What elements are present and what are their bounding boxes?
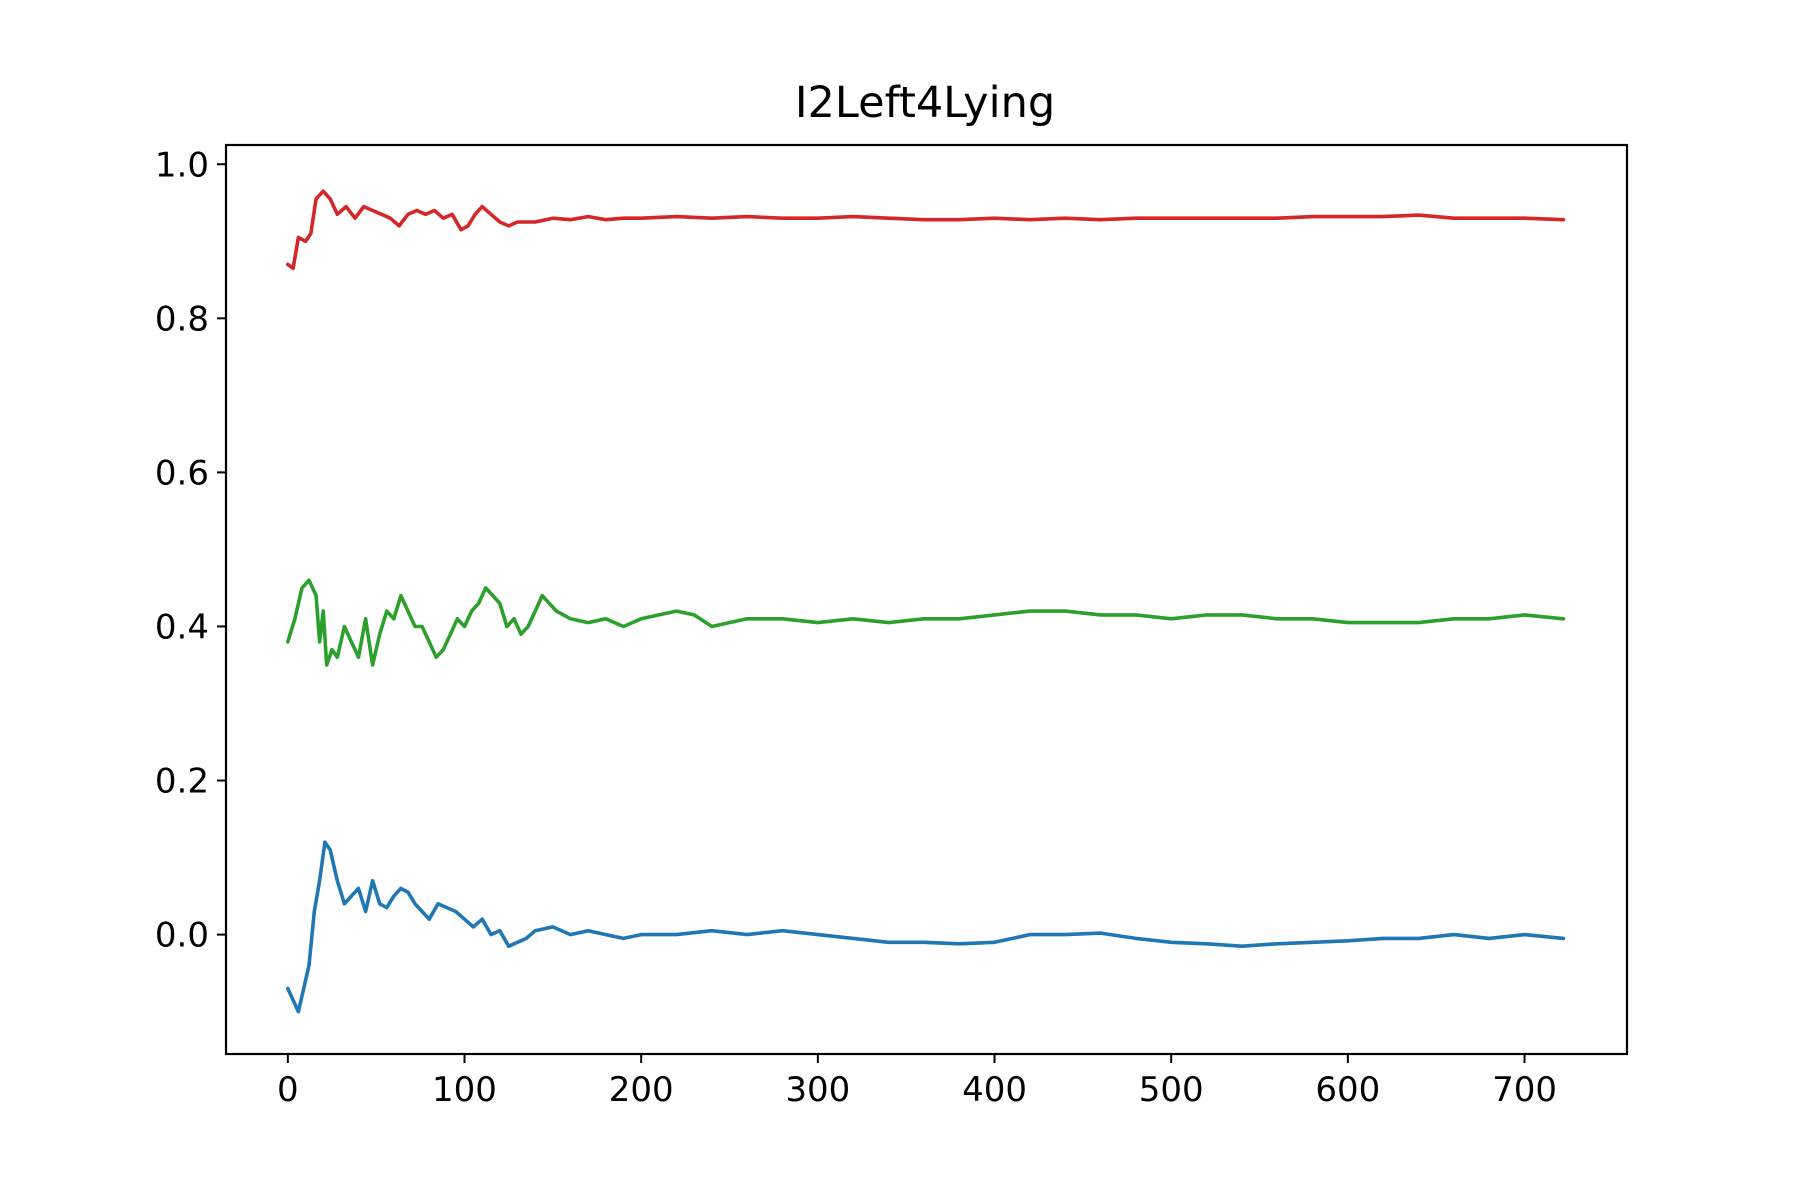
series-lines [285, 189, 1566, 1014]
y-tick-label: 0.6 [155, 453, 209, 493]
axes-frame [224, 143, 1629, 1056]
x-tick-label: 500 [1139, 1070, 1204, 1110]
x-tick-label: 600 [1315, 1070, 1380, 1110]
x-tick-label: 400 [962, 1070, 1027, 1110]
x-tick-label: 100 [432, 1070, 497, 1110]
y-tick-label: 0.4 [155, 607, 209, 647]
series-line-2 [285, 840, 1566, 1014]
y-tick-label: 0.8 [155, 299, 209, 339]
y-tick-label: 0.0 [155, 916, 209, 956]
x-tick-label: 200 [609, 1070, 674, 1110]
axis-ticks: 0 100 200 300 400 500 600 700 0.0 0.2 0.4 0.6 0.8 1.0 [155, 145, 1557, 1110]
y-tick-label: 1.0 [155, 145, 209, 185]
chart-title: I2Left4Lying [795, 78, 1055, 128]
y-tick-label: 0.2 [155, 762, 209, 802]
x-tick-label: 700 [1492, 1070, 1557, 1110]
x-tick-label: 0 [277, 1070, 299, 1110]
series-line-0 [285, 189, 1566, 271]
series-line-1 [285, 578, 1566, 667]
x-tick-label: 300 [785, 1070, 850, 1110]
